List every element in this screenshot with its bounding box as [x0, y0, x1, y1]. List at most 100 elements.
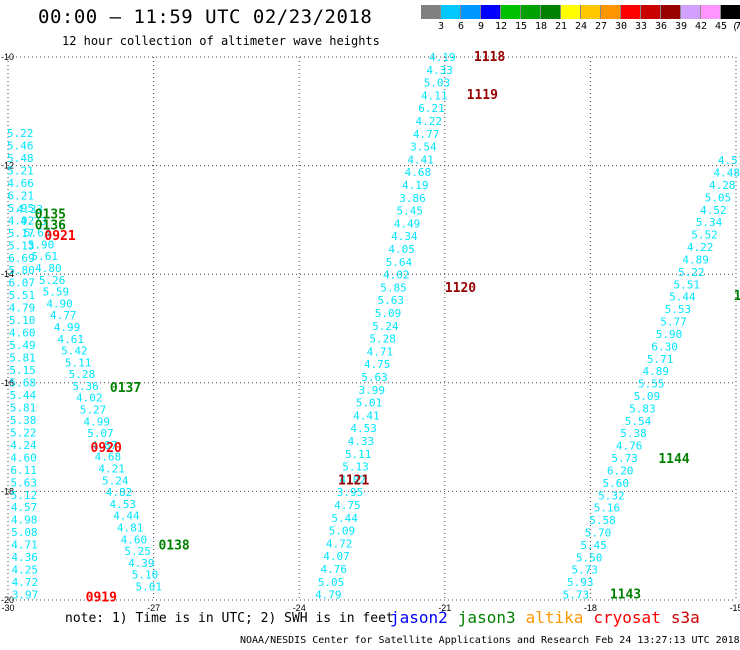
- wave-height-point: 5.11: [65, 356, 92, 369]
- legend-label: 33: [634, 21, 648, 32]
- wave-height-point: 4.02: [76, 392, 103, 405]
- legend-swatch: [601, 5, 621, 19]
- wave-height-point: 5.73: [611, 452, 638, 465]
- wave-height-point: 4.28: [709, 179, 736, 192]
- wave-height-point: 4.53: [350, 422, 377, 435]
- satellite-legend: jason2 jason3 altika cryosat s3a: [390, 608, 710, 627]
- satellite-label-s3a: s3a: [670, 608, 700, 627]
- wave-height-point: 4.72: [12, 576, 39, 589]
- wave-height-point: 5.60: [603, 477, 630, 490]
- wave-height-point: 5.83: [629, 402, 656, 415]
- wave-height-point: 5.25: [124, 545, 151, 558]
- pass-time-label: 1118: [474, 50, 505, 65]
- wave-height-point: 5.38: [620, 427, 647, 440]
- wave-height-point: 5.45: [397, 205, 424, 218]
- wave-height-point: 5.24: [102, 474, 129, 487]
- chart-subtitle: 12 hour collection of altimeter wave hei…: [62, 34, 380, 48]
- y-tick-label: -18: [1, 486, 14, 496]
- wave-height-point: 5.44: [669, 291, 696, 304]
- wave-height-point: 4.99: [83, 415, 110, 428]
- wave-height-point: 5.55: [638, 378, 665, 391]
- satellite-label-jason2: jason2: [390, 608, 448, 627]
- wave-height-point: 4.60: [121, 533, 148, 546]
- pass-time-label: 1119: [467, 88, 498, 103]
- wave-height-point: 4.89: [682, 253, 709, 266]
- wave-height-point: 4.34: [391, 230, 418, 243]
- satellite-label-altika: altika: [525, 608, 584, 627]
- legend-label: 12: [494, 21, 508, 32]
- wave-height-point: 5.24: [372, 320, 399, 333]
- wave-height-point: 5.45: [580, 539, 607, 552]
- y-tick-label: -20: [1, 595, 14, 605]
- wave-height-point: 5.64: [386, 256, 413, 269]
- wave-height-point: 4.89: [642, 365, 669, 378]
- wave-height-point: 5.10: [132, 569, 159, 582]
- wave-height-point: 5.34: [696, 216, 723, 229]
- wave-height-point: 4.07: [323, 550, 350, 563]
- wave-height-point: 4.33: [426, 64, 453, 77]
- wave-height-point: 5.28: [369, 333, 396, 346]
- wave-height-point: 5.22: [678, 266, 705, 279]
- pass-time-label: 0136: [35, 218, 66, 233]
- wave-height-point: 5.11: [345, 448, 372, 461]
- legend-label: 45: [714, 21, 728, 32]
- legend-label: 3: [437, 21, 445, 32]
- wave-height-point: 5.68: [10, 377, 37, 390]
- wave-height-point: 5.77: [660, 316, 687, 329]
- y-tick-label: -10: [1, 52, 14, 62]
- wave-height-point: 5.36: [72, 380, 99, 393]
- legend-label: 70: [734, 21, 740, 32]
- wave-height-point: 5.01: [356, 397, 383, 410]
- wave-height-point: 6.07: [8, 277, 35, 290]
- wave-height-point: 6.30: [651, 340, 678, 353]
- wave-height-point: 5.42: [61, 345, 88, 358]
- y-tick-label: -12: [1, 161, 14, 171]
- wave-height-point: 4.57: [11, 501, 38, 514]
- wave-height-point: 3.99: [359, 384, 386, 397]
- pass-time-label: 0919: [86, 590, 117, 605]
- wave-height-point: 4.41: [353, 409, 380, 422]
- pass-time-label: 1143: [610, 588, 641, 603]
- wave-height-point: 6.20: [607, 464, 634, 477]
- x-tick-label: -18: [584, 603, 597, 613]
- wave-height-point: 4.99: [54, 321, 81, 334]
- wave-height-point: 4.33: [17, 203, 44, 216]
- wave-height-point: 4.76: [616, 440, 643, 453]
- wave-height-point: 4.75: [364, 358, 391, 371]
- wave-height-point: 5.16: [594, 502, 621, 515]
- wave-height-point: 5.27: [80, 404, 107, 417]
- wave-height-point: 5.09: [375, 307, 402, 320]
- wave-height-point: 5.48: [7, 152, 34, 165]
- wave-height-point: 4.39: [128, 557, 155, 570]
- wave-height-point: 5.49: [9, 339, 36, 352]
- wave-height-point: 3.97: [12, 589, 39, 602]
- wave-height-point: 4.22: [416, 115, 443, 128]
- wave-height-point: 5.71: [647, 353, 674, 366]
- y-tick-label: -14: [1, 269, 14, 279]
- legend-label: 21: [554, 21, 568, 32]
- legend-swatch: [421, 5, 441, 19]
- wave-height-point: 4.48: [713, 167, 740, 180]
- wave-height-point: 5.73: [571, 564, 598, 577]
- wave-height-point: 4.81: [117, 521, 144, 534]
- wave-height-point: 5.85: [380, 281, 407, 294]
- wave-height-point: 5.51: [674, 278, 701, 291]
- legend-swatch: [721, 5, 740, 19]
- wave-height-point: 4.53: [109, 498, 136, 511]
- legend-swatch: [561, 5, 581, 19]
- wave-height-point: 6.21: [8, 189, 35, 202]
- pass-time-label: 0138: [158, 539, 189, 554]
- wave-height-point: 4.77: [50, 309, 77, 322]
- wave-height-point: 4.66: [7, 177, 34, 190]
- wave-height-point: 4.77: [413, 128, 440, 141]
- pass-time-label: 1121: [338, 474, 369, 489]
- wave-height-point: 4.21: [98, 462, 125, 475]
- x-tick-label: -27: [147, 603, 160, 613]
- legend-unit: (ft): [732, 22, 740, 33]
- wave-height-point: 5.58: [589, 514, 616, 527]
- wave-height-point: 5.63: [11, 476, 38, 489]
- satellite-label-jason3: jason3: [457, 608, 516, 627]
- wave-height-point: 5.22: [10, 426, 37, 439]
- wave-height-point: 5.13: [8, 239, 35, 252]
- legend-swatch: [581, 5, 601, 19]
